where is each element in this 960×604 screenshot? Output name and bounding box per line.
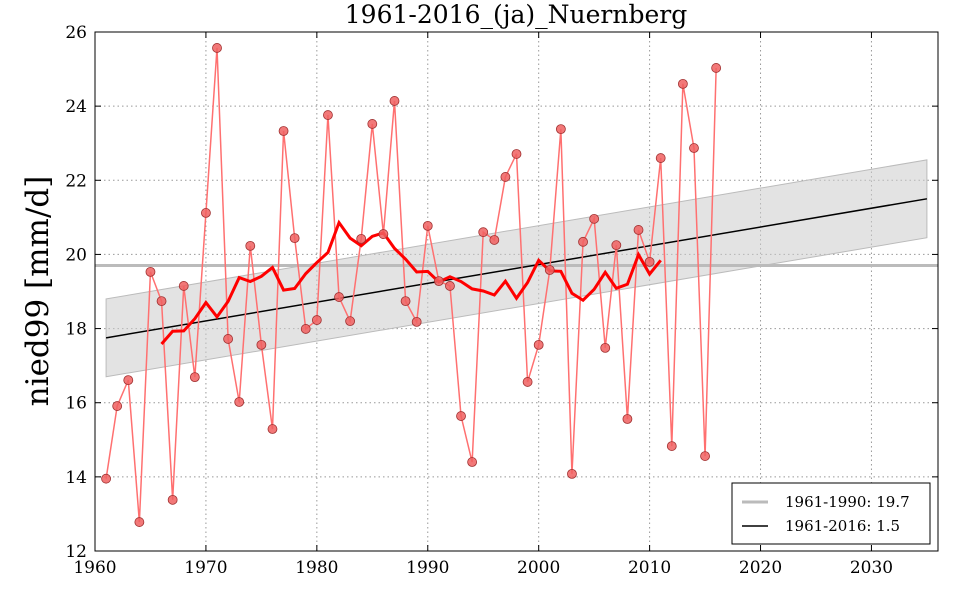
legend-box — [731, 482, 931, 545]
data-point — [555, 124, 566, 135]
series-marks — [95, 43, 938, 527]
x-tick-label: 2030 — [850, 558, 893, 578]
data-point — [300, 324, 311, 334]
data-point — [256, 339, 267, 350]
x-tick-label: 2000 — [517, 558, 560, 578]
plot-frame — [94, 31, 939, 552]
running-mean-line — [160, 219, 662, 345]
data-point — [367, 119, 378, 129]
data-point — [633, 225, 644, 235]
y-tick-label: 24 — [65, 97, 87, 117]
data-point — [600, 342, 611, 353]
data-point — [223, 334, 234, 344]
data-point — [467, 457, 478, 467]
data-point — [334, 292, 344, 302]
data-point — [666, 441, 677, 451]
data-point — [445, 281, 455, 291]
x-tick-label: 2020 — [739, 558, 782, 578]
y-tick-label: 22 — [65, 171, 87, 191]
x-tick-label: 1960 — [73, 558, 116, 578]
data-point — [101, 473, 111, 484]
x-tick-label: 1990 — [406, 558, 449, 578]
y-tick-label: 26 — [65, 23, 87, 43]
data-point — [567, 468, 577, 479]
data-point — [689, 143, 699, 153]
data-point — [267, 424, 278, 434]
data-point — [500, 172, 511, 182]
data-point — [711, 63, 722, 73]
data-point — [156, 296, 167, 307]
x-tick-label: 2010 — [628, 558, 671, 578]
data-point — [345, 316, 356, 327]
x-tick-label: 1970 — [184, 558, 227, 578]
data-point — [589, 213, 600, 224]
chart-title: 1961-2016_(ja)_Nuernberg — [345, 0, 687, 29]
data-point — [189, 372, 200, 383]
data-point — [145, 266, 156, 277]
data-point — [278, 126, 289, 136]
data-point — [234, 397, 245, 407]
legend-label-reference: 1961-1990: 19.7 — [785, 493, 910, 511]
data-point — [533, 339, 544, 350]
data-point — [655, 153, 666, 163]
data-point — [700, 451, 710, 461]
data-point — [134, 517, 145, 527]
data-point — [201, 208, 211, 218]
data-point — [422, 220, 433, 231]
data-point — [456, 411, 466, 421]
legend: 1961-1990: 19.7 1961-2016: 1.5 — [731, 482, 931, 545]
data-point — [123, 375, 134, 386]
data-point — [178, 281, 189, 291]
data-point — [389, 96, 400, 106]
data-point — [544, 265, 555, 275]
data-point — [323, 110, 333, 120]
trend-line — [105, 198, 928, 339]
axis-ticks: 1960 1970 1980 1990 2000 2010 2020 2030 12 14 16 18… — [65, 23, 938, 578]
data-point — [677, 79, 688, 89]
y-tick-label: 14 — [65, 468, 87, 488]
data-point — [112, 401, 123, 411]
y-tick-label: 18 — [65, 320, 87, 340]
data-point — [289, 233, 300, 244]
data-point — [400, 296, 411, 307]
data-point — [522, 377, 533, 387]
data-point — [411, 316, 422, 327]
data-point — [433, 276, 444, 287]
data-point — [622, 414, 633, 424]
data-point — [378, 229, 389, 239]
y-tick-label: 20 — [65, 245, 87, 265]
x-tick-label: 1980 — [295, 558, 338, 578]
data-point — [356, 233, 367, 244]
legend-label-trend: 1961-2016: 1.5 — [785, 517, 900, 535]
data-point — [311, 315, 322, 325]
data-point — [489, 235, 500, 245]
data-point — [478, 227, 489, 238]
annual-line — [105, 47, 717, 523]
data-point — [212, 43, 222, 53]
y-tick-label: 12 — [65, 542, 87, 562]
data-point — [578, 236, 588, 247]
data-point — [511, 149, 522, 159]
data-point — [644, 256, 655, 267]
data-point — [167, 494, 178, 505]
y-tick-label: 16 — [65, 394, 87, 414]
y-axis-label: nied99 [mm/d] — [20, 176, 56, 407]
data-point — [245, 241, 256, 251]
data-point — [611, 240, 622, 251]
